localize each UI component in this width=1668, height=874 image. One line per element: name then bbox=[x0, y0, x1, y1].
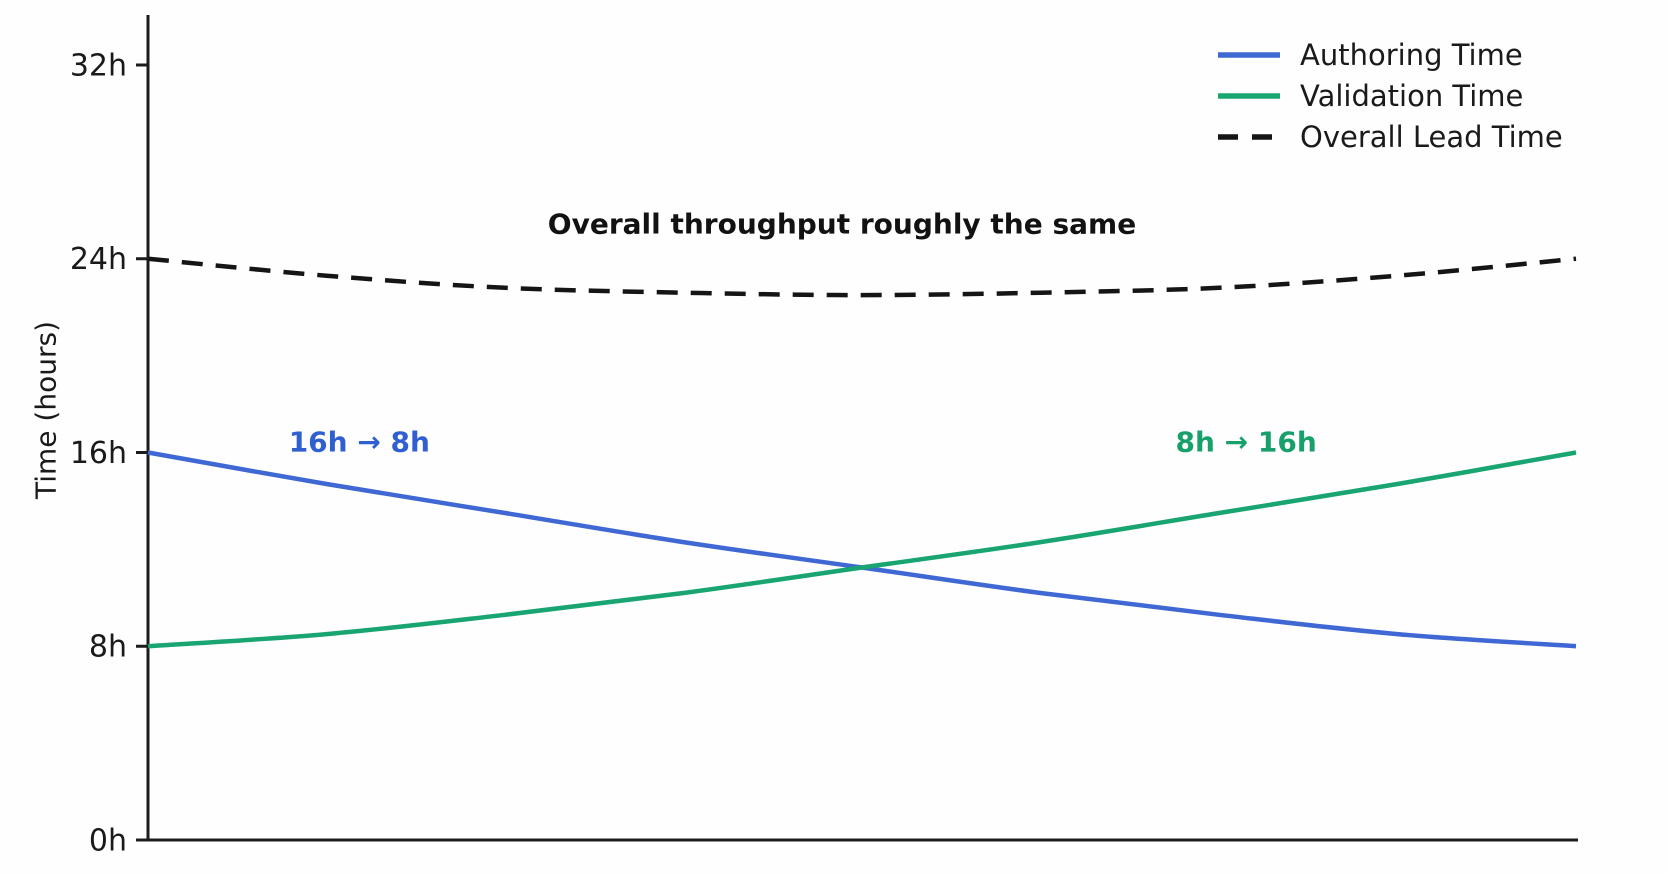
legend-swatch-validation-time-line-icon bbox=[1218, 92, 1280, 99]
legend-swatch-authoring-time-line-icon bbox=[1218, 51, 1280, 58]
y-tick-label-8h: 8h bbox=[89, 630, 127, 665]
y-tick-label-32h: 32h bbox=[70, 48, 127, 83]
y-axis-title: Time (hours) bbox=[29, 321, 63, 499]
series-overall-lead-time bbox=[147, 256, 1577, 298]
annotation-8h-16h: 8h → 16h bbox=[1175, 425, 1317, 459]
annotation-16h-8h: 16h → 8h bbox=[288, 425, 430, 459]
series-authoring-time bbox=[147, 450, 1577, 649]
legend-label-authoring-time: Authoring Time bbox=[1300, 37, 1523, 72]
series-validation-time bbox=[147, 450, 1577, 649]
legend-item-authoring-time: Authoring Time bbox=[1218, 34, 1563, 75]
legend-item-overall-lead-time: Overall Lead Time bbox=[1218, 116, 1563, 157]
y-tick-label-24h: 24h bbox=[70, 242, 127, 277]
legend-label-overall-lead-time: Overall Lead Time bbox=[1300, 119, 1563, 154]
legend-item-validation-time: Validation Time bbox=[1218, 75, 1563, 116]
annotation-overall-throughput-roughly-the-same: Overall throughput roughly the same bbox=[547, 207, 1137, 241]
y-tick-label-0h: 0h bbox=[89, 824, 127, 859]
legend-swatch-overall-lead-time-dashed-line-icon bbox=[1218, 133, 1280, 140]
y-tick-label-16h: 16h bbox=[70, 436, 127, 471]
legend: Authoring Time Validation Time Overall Lea… bbox=[1218, 34, 1563, 157]
legend-label-validation-time: Validation Time bbox=[1300, 78, 1524, 113]
